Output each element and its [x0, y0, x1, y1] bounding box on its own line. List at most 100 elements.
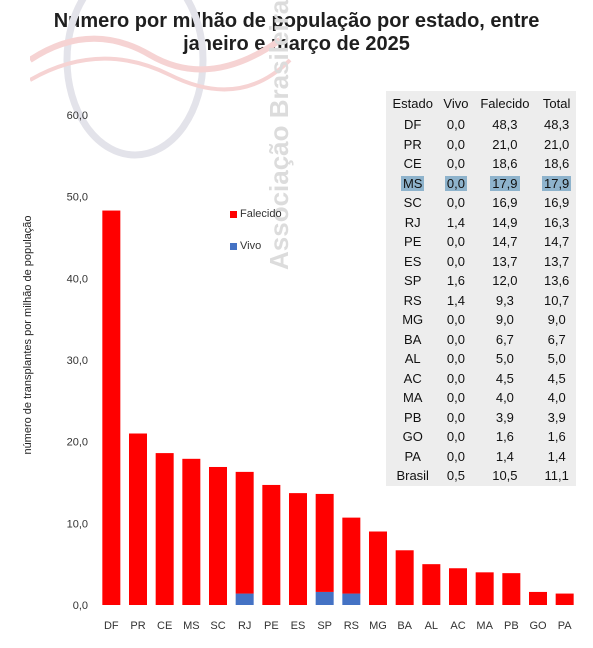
table-cell: PA: [404, 448, 421, 464]
bar-falecido-ac: [449, 568, 467, 605]
bars: [102, 210, 574, 606]
table-header-cell: Total: [542, 95, 571, 111]
table-row: SC 0,0 16,9 16,9: [386, 193, 576, 213]
table-cell: RS: [403, 292, 422, 308]
x-tick-label: PA: [558, 620, 573, 632]
table-cell: 4,5: [547, 370, 566, 386]
table-row: Brasil 0,5 10,5 11,1: [386, 466, 576, 486]
x-tick-label: SC: [210, 620, 225, 632]
y-axis: 0,0 10,0 20,0 30,0 40,0 50,0 60,0: [67, 110, 88, 612]
table-cell: 1,4: [446, 214, 465, 230]
table-cell: 0,5: [446, 468, 465, 484]
table-cell: 13,7: [543, 253, 570, 269]
table-cell: 11,1: [544, 468, 569, 484]
bar-falecido-sp: [315, 493, 334, 592]
legend-swatch: [230, 210, 237, 218]
table-cell: 12,0: [492, 273, 518, 289]
x-tick-label: MG: [369, 620, 387, 632]
table-row: PA 0,0 1,4 1,4: [386, 447, 576, 467]
table-cell: Brasil: [396, 468, 429, 484]
table-cell: MG: [402, 312, 424, 328]
table-row: CE 0,0 18,6 18,6: [386, 154, 576, 174]
table-cell: 9,0: [495, 312, 514, 328]
x-axis: DF PR CE MS SC RJ PE ES SP RS MG BA AL AC MA PB GO PA: [104, 620, 572, 632]
table-cell: 0,0: [446, 253, 465, 269]
table-cell: 18,6: [543, 156, 570, 172]
legend-label: Falecido: [240, 208, 282, 220]
x-tick-label: SP: [317, 620, 332, 632]
table-row: ES 0,0 13,7 13,7: [386, 252, 576, 272]
bar-falecido-sc: [209, 466, 227, 605]
table-cell: 5,0: [547, 351, 566, 367]
table-cell: SC: [403, 195, 422, 211]
legend-item-vivo: Vivo: [230, 240, 261, 252]
bar-falecido-ms: [182, 458, 201, 605]
data-table: Estado Vivo Falecido Total DF 0,0 48,3 48,3 PR 0…: [386, 91, 576, 486]
table-row: RS 1,4 9,3 10,7: [386, 291, 576, 311]
x-tick-label: RJ: [238, 620, 251, 632]
legend-item-falecido: Falecido: [230, 208, 282, 220]
table-cell: 0,0: [446, 409, 465, 425]
table-header-row: Estado Vivo Falecido Total: [386, 91, 576, 115]
table-cell: 0,0: [446, 390, 465, 406]
bar-falecido-mg: [369, 531, 387, 605]
table-cell: PE: [404, 234, 422, 250]
bar-vivo-rs: [342, 593, 361, 605]
table-row: MA 0,0 4,0 4,0: [386, 388, 576, 408]
table-header-cell: Estado: [392, 95, 433, 111]
table-row: AL 0,0 5,0 5,0: [386, 349, 576, 369]
bar-falecido-pe: [262, 484, 281, 605]
bar-falecido-pb: [502, 573, 521, 605]
table-cell: 18,6: [492, 156, 518, 172]
bar-falecido-go: [529, 591, 547, 605]
table-cell: 0,0: [446, 156, 465, 172]
bar-falecido-df: [102, 210, 121, 606]
x-tick-label: RS: [344, 620, 359, 632]
table-cell: 3,9: [495, 409, 514, 425]
table-cell: 0,0: [446, 351, 465, 367]
bar-falecido-al: [422, 564, 441, 605]
table-cell: 10,5: [492, 468, 518, 484]
table-cell: 13,7: [492, 253, 518, 269]
y-tick-label: 60,0: [67, 110, 88, 122]
bar-falecido-rs: [342, 517, 361, 594]
x-tick-label: CE: [157, 620, 172, 632]
table-cell: 48,3: [492, 117, 518, 133]
x-tick-label: GO: [529, 620, 547, 632]
table-cell: 14,7: [492, 234, 518, 250]
table-cell: 16,9: [492, 195, 518, 211]
x-tick-label: ES: [291, 620, 306, 632]
table-cell: 3,9: [547, 409, 566, 425]
table-cell: 6,7: [547, 331, 566, 347]
x-tick-label: PE: [264, 620, 279, 632]
x-tick-label: MS: [183, 620, 200, 632]
table-cell: AL: [404, 351, 421, 367]
table-cell: 4,0: [547, 390, 566, 406]
y-tick-label: 30,0: [67, 355, 88, 367]
table-row: MS 0,0 17,9 17,9: [386, 174, 576, 194]
y-axis-label: número de transplantes por milhão de pop…: [22, 215, 34, 455]
table-cell: 4,5: [495, 370, 514, 386]
table-cell: 0,0: [446, 117, 465, 133]
table-cell: 13,6: [543, 273, 570, 289]
bar-falecido-pr: [129, 433, 147, 605]
table-cell: MA: [402, 390, 423, 406]
y-tick-label: 20,0: [67, 437, 88, 449]
y-tick-label: 40,0: [67, 273, 88, 285]
table-cell: 16,3: [543, 214, 570, 230]
bar-vivo-rj: [235, 593, 254, 605]
table-row: GO 0,0 1,6 1,6: [386, 427, 576, 447]
bar-falecido-ce: [155, 453, 174, 605]
table-cell: BA: [404, 331, 422, 347]
table-row: DF 0,0 48,3 48,3: [386, 115, 576, 135]
table-cell: 1,6: [446, 273, 465, 289]
bar-vivo-sp: [315, 591, 334, 605]
table-cell: 0,0: [446, 429, 465, 445]
table-cell: 6,7: [495, 331, 514, 347]
table-cell: CE: [403, 156, 422, 172]
table-row: PE 0,0 14,7 14,7: [386, 232, 576, 252]
x-tick-label: AC: [450, 620, 465, 632]
table-cell: 1,6: [495, 429, 514, 445]
x-tick-label: PB: [504, 620, 519, 632]
table-cell: AC: [403, 370, 422, 386]
